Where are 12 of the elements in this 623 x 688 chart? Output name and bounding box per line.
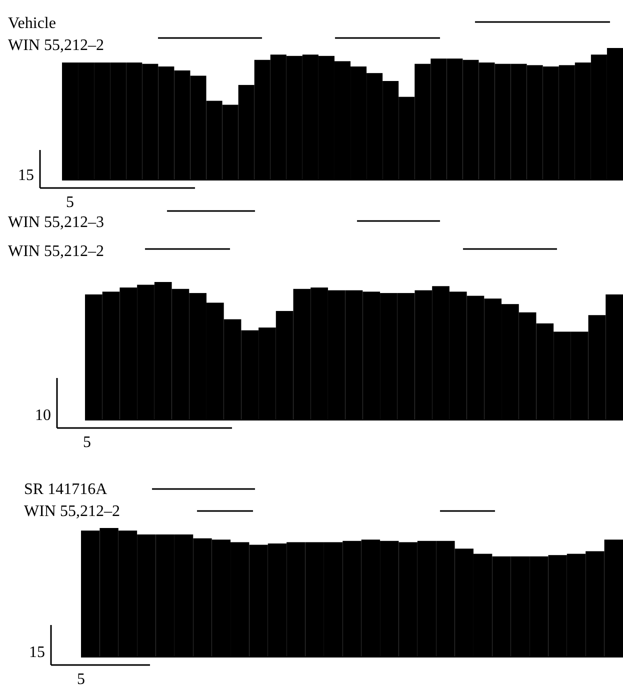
text: 10	[35, 407, 51, 424]
annotation: WIN 55,212–2	[8, 37, 104, 54]
text: 15	[29, 644, 45, 661]
text: WIN 55,212–2	[24, 503, 120, 520]
text: 5	[77, 671, 85, 688]
text: 5	[83, 434, 91, 451]
text: Vehicle	[8, 15, 56, 32]
text: 15	[18, 167, 34, 184]
text: 5	[66, 194, 74, 211]
text: WIN 55,212–3	[8, 214, 104, 231]
text: SR 141716A	[24, 481, 108, 498]
text: WIN 55,212–2	[8, 243, 104, 260]
